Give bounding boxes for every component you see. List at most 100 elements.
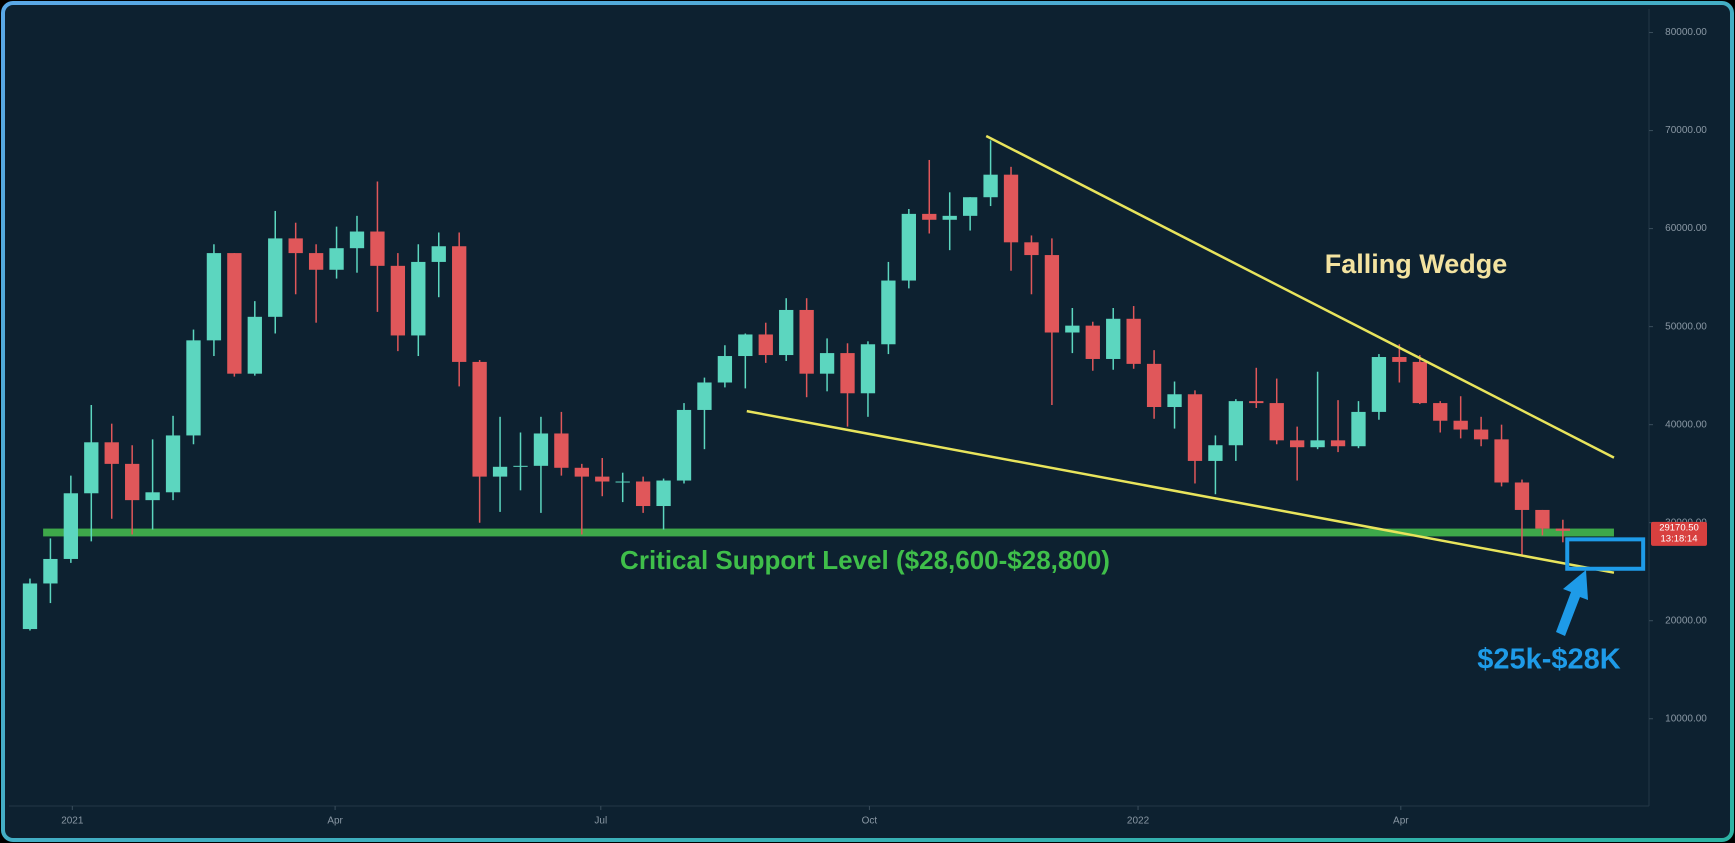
candle-body — [717, 356, 733, 383]
candle-body — [22, 583, 38, 630]
wedge-upper-line — [985, 134, 1615, 459]
candle-body — [697, 382, 712, 410]
candle-body — [1310, 440, 1325, 448]
x-tick-label: Apr — [327, 816, 343, 827]
candle-body — [247, 316, 262, 374]
candle-body — [922, 213, 937, 220]
x-tick-label: Oct — [862, 816, 878, 827]
candle-body — [1535, 509, 1550, 529]
last-price-marker — [1651, 521, 1707, 546]
candle-body — [206, 253, 222, 341]
candle-body — [390, 265, 406, 336]
candle-body — [452, 246, 467, 362]
candle-body — [799, 309, 814, 374]
candle-body — [1249, 401, 1264, 404]
candle-body — [308, 253, 324, 270]
candle-body — [492, 466, 508, 477]
target-zone — [1565, 537, 1646, 571]
candle-body — [1187, 394, 1203, 461]
candle-body — [1065, 325, 1080, 333]
candle-body — [43, 558, 58, 584]
candle-body — [431, 246, 446, 262]
y-tick-label: 80000.00 — [1665, 27, 1707, 38]
candle-body — [1269, 403, 1284, 441]
candle-body — [554, 433, 569, 468]
candle-body — [1330, 440, 1346, 447]
last-price-label: 29170.50 — [1659, 522, 1699, 533]
candle-body — [1351, 411, 1366, 447]
x-tick-label: 2022 — [1127, 816, 1150, 827]
candle-body — [411, 261, 426, 336]
candle-body — [329, 248, 344, 270]
x-tick-label: 2021 — [61, 816, 84, 827]
candle-body — [819, 353, 835, 374]
candle-body — [165, 435, 181, 493]
candle-body — [881, 280, 896, 345]
candle-body — [1003, 174, 1019, 243]
countdown-label: 13:18:14 — [1661, 533, 1698, 544]
candle-body — [1126, 318, 1141, 364]
candle-body — [63, 493, 79, 559]
candle-body — [533, 433, 549, 466]
candle-body — [472, 361, 487, 477]
candle-body — [349, 231, 365, 249]
candle-body — [676, 409, 692, 481]
x-tick-label: Apr — [1393, 816, 1409, 827]
candle-body — [1044, 255, 1060, 333]
candle-body — [513, 465, 528, 467]
candle-body — [1494, 439, 1509, 483]
y-tick-label: 70000.00 — [1665, 125, 1707, 136]
y-tick-label: 50000.00 — [1665, 321, 1707, 332]
candle-body — [635, 481, 651, 507]
candle-body — [656, 480, 671, 507]
candle-body — [1555, 528, 1571, 531]
candle-body — [1514, 482, 1530, 510]
candle-body — [1392, 357, 1407, 362]
support-zone — [43, 528, 1614, 537]
candle-body — [84, 442, 99, 494]
candle-body — [779, 309, 794, 356]
wedge-label: Falling Wedge — [1325, 249, 1508, 279]
candle-body — [1208, 445, 1223, 461]
candle-body — [370, 231, 385, 266]
candle-body — [268, 238, 283, 317]
candle-body — [1290, 440, 1305, 448]
candle-body — [125, 463, 140, 501]
target-arrow — [1556, 570, 1588, 636]
plot — [22, 134, 1646, 631]
support-label: Critical Support Level ($28,600-$28,800) — [620, 545, 1110, 575]
wedge-lower-line — [746, 409, 1615, 574]
candle-body — [1106, 318, 1121, 359]
candle-body — [574, 467, 589, 477]
candle-body — [615, 481, 630, 483]
candle-body — [860, 344, 876, 394]
candle-body — [1433, 403, 1448, 421]
candle-body — [1371, 357, 1387, 412]
candle-body — [145, 492, 160, 501]
candle-body — [186, 340, 201, 436]
y-tick-label: 10000.00 — [1665, 713, 1707, 724]
candle-body — [227, 253, 242, 374]
candle-body — [1085, 325, 1100, 359]
candle-body — [104, 442, 119, 464]
candle-body — [962, 197, 978, 216]
y-tick-label: 40000.00 — [1665, 419, 1707, 430]
candle-body — [840, 353, 855, 394]
candle-body — [901, 213, 916, 281]
candle-body — [1024, 242, 1039, 256]
y-tick-label: 20000.00 — [1665, 615, 1707, 626]
candle-body — [1146, 363, 1162, 408]
candle-body — [1453, 420, 1468, 430]
x-tick-label: Jul — [594, 816, 607, 827]
candle-body — [1228, 401, 1244, 446]
candle-body — [758, 334, 773, 356]
candle-body — [1473, 429, 1489, 440]
candle-body — [595, 476, 610, 482]
candle-body — [983, 174, 998, 198]
candle-body — [288, 238, 303, 254]
candle-body — [1167, 394, 1182, 408]
candle-body — [1412, 361, 1427, 404]
candle-body — [942, 215, 957, 220]
